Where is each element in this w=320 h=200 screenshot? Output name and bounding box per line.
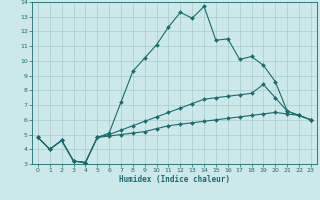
X-axis label: Humidex (Indice chaleur): Humidex (Indice chaleur)	[119, 175, 230, 184]
